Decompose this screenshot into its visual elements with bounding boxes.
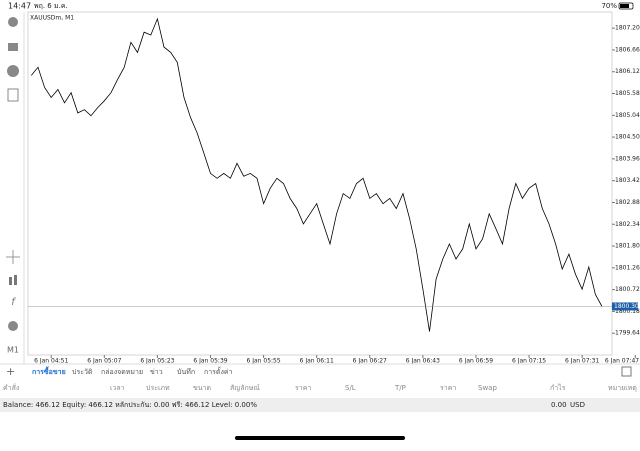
column-header: ราคา: [440, 384, 456, 392]
x-tick-label: 6 Jan 07:47: [605, 358, 639, 365]
home-indicator: [235, 436, 405, 440]
column-header: ราคา: [295, 384, 311, 392]
x-tick-label: 6 Jan 05:07: [87, 358, 121, 365]
panel-icon[interactable]: [621, 366, 632, 377]
column-header: ประเภท: [146, 384, 170, 392]
column-header: สัญลักษณ์: [230, 384, 260, 392]
y-tick-label: 1804.500: [615, 134, 640, 141]
candles-icon-2: [14, 275, 17, 285]
column-headers: คำสั่ง เวลา ประเภท ขนาด สัญลักษณ์ ราคา S/L T/P ร…: [3, 383, 637, 392]
column-header: S/L: [345, 384, 356, 392]
column-header: เวลา: [110, 384, 125, 392]
objects-icon[interactable]: [8, 321, 18, 331]
battery-level: [620, 4, 629, 8]
y-tick-label: 1805.580: [615, 90, 640, 97]
account-icon[interactable]: [8, 17, 18, 27]
tab[interactable]: บันทึก: [177, 367, 195, 376]
column-header: หมายเหตุ: [608, 384, 637, 392]
column-header: Swap: [478, 384, 497, 392]
battery-icon: [618, 2, 634, 10]
chart-title: XAUUSDm, M1: [30, 15, 74, 22]
currency: USD: [570, 401, 585, 409]
x-tick-label: 6 Jan 06:11: [300, 358, 334, 365]
y-tick-label: 1801.800: [615, 243, 640, 250]
x-tick-label: 6 Jan 04:51: [34, 358, 68, 365]
y-tick-label: 1807.200: [615, 25, 640, 32]
trade-icon[interactable]: [8, 43, 18, 51]
y-tick-label: 1803.420: [615, 177, 640, 184]
tab[interactable]: กล่องจดหมาย: [101, 368, 143, 376]
column-header: คำสั่ง: [3, 383, 19, 392]
x-tick-label: 6 Jan 06:43: [406, 358, 440, 365]
column-header: T/P: [394, 384, 406, 392]
tab[interactable]: การตั้งค่า: [204, 365, 233, 376]
x-tick-label: 6 Jan 05:23: [140, 358, 174, 365]
indicator-icon[interactable]: f: [11, 297, 16, 308]
column-header: ขนาด: [193, 384, 211, 392]
status-time: 14:47: [8, 2, 31, 11]
x-tick-label: 6 Jan 07:15: [512, 358, 546, 365]
x-tick-label: 6 Jan 05:55: [247, 358, 281, 365]
account-summary: Balance: 466.12 Equity: 466.12 หลักประกั…: [3, 401, 257, 409]
price-line: [30, 17, 603, 332]
tab[interactable]: การซื้อขาย: [32, 365, 66, 376]
new-icon[interactable]: [7, 88, 19, 102]
status-battery: 70%: [601, 2, 617, 10]
tab[interactable]: ประวัติ: [72, 368, 93, 376]
tab[interactable]: ข่าว: [150, 368, 163, 376]
x-tick-label: 6 Jan 06:27: [353, 358, 387, 365]
y-tick-label: 1805.040: [615, 112, 640, 119]
add-button[interactable]: +: [6, 365, 15, 378]
y-tick-label: 1802.340: [615, 221, 640, 228]
tabs: การซื้อขาย ประวัติ กล่องจดหมาย ข่าว บันทึก กา…: [32, 365, 233, 376]
y-tick-label: 1800.180: [615, 308, 640, 315]
plot-frame: [27, 11, 613, 356]
y-tick-label: 1806.120: [615, 68, 640, 75]
last-price-label: 1800.303: [614, 303, 640, 310]
y-tick-label: 1801.260: [615, 264, 640, 271]
y-tick-label: 1803.960: [615, 155, 640, 162]
last-price-box: [612, 302, 638, 311]
total-profit: 0.00: [551, 401, 567, 409]
candles-icon[interactable]: [9, 277, 12, 285]
y-tick-label: 1800.720: [615, 286, 640, 293]
y-tick-label: 1799.640: [615, 330, 640, 337]
column-header: กำไร: [550, 383, 566, 392]
footer-bg: [0, 398, 640, 412]
x-tick-label: 6 Jan 07:31: [565, 358, 599, 365]
y-tick-label: 1806.660: [615, 46, 640, 53]
y-tick-label: 1802.880: [615, 199, 640, 206]
status-date: พฤ. 6 ม.ค.: [34, 2, 68, 10]
x-tick-label: 6 Jan 06:59: [459, 358, 493, 365]
crosshair-icon[interactable]: [6, 250, 20, 264]
x-tick-label: 6 Jan 05:39: [193, 358, 227, 365]
chart: 1807.200 1806.660 1806.120 1805.580 1805.040…: [27, 11, 640, 365]
timeframe[interactable]: M1: [7, 346, 19, 355]
chat-icon[interactable]: [7, 65, 19, 77]
